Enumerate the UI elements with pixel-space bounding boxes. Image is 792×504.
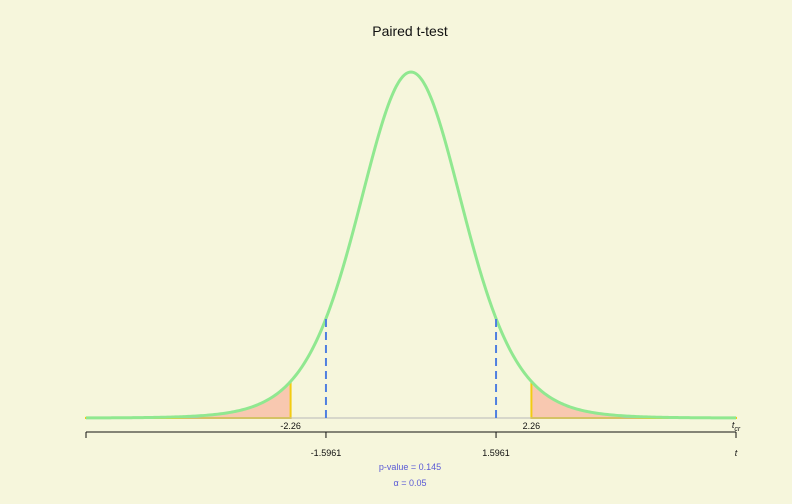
alpha-annotation: α = 0.05: [394, 478, 427, 488]
right-rejection-region: [530, 378, 737, 419]
p-value-annotation: p-value = 0.145: [379, 462, 441, 472]
critical-value-label-right: 2.26: [523, 421, 541, 431]
t-density-curve: [86, 70, 736, 420]
chart-title: Paired t-test: [372, 23, 448, 39]
left-rejection-region: [85, 378, 292, 419]
observed-t-label-left: -1.5961: [311, 448, 342, 458]
x-axis: -1.5961 1.5961 t tcr: [85, 420, 741, 458]
x-axis-label: t: [735, 448, 738, 458]
t-critical-marker-label: tcr: [732, 420, 741, 433]
observed-t-label-right: 1.5961: [482, 448, 510, 458]
critical-value-label-left: -2.26: [280, 421, 301, 431]
